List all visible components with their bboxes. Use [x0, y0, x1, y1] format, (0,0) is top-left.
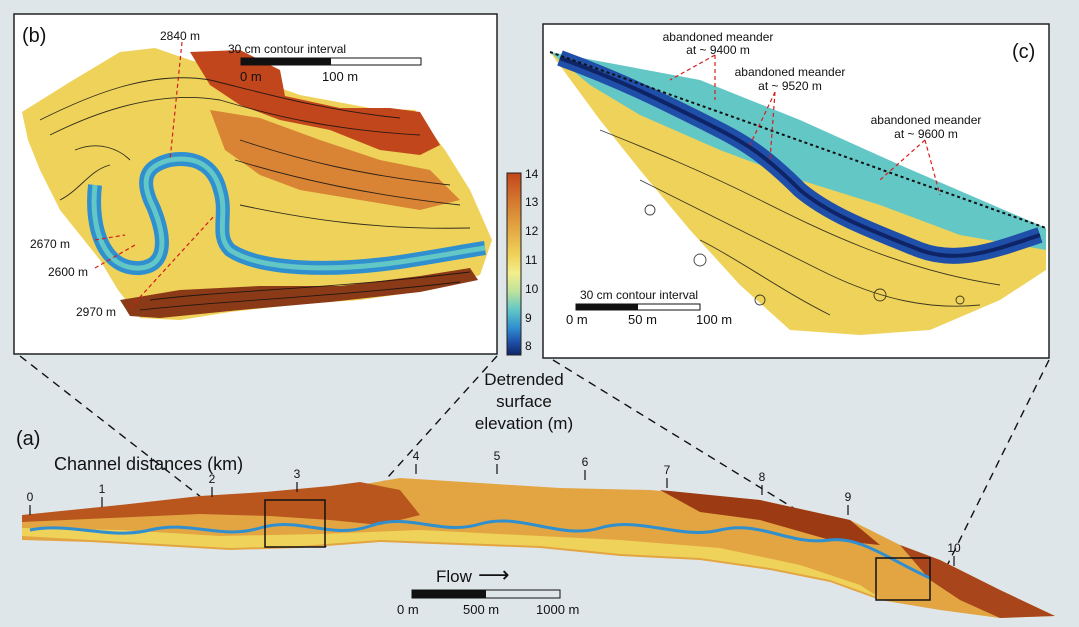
colorbar-tick: 10 [525, 282, 539, 296]
colorbar-tick: 8 [525, 339, 532, 353]
colorbar-tick: 14 [525, 167, 539, 181]
colorbar-title: surface [496, 392, 552, 411]
panel-b-scale-start: 0 m [240, 69, 262, 84]
colorbar-title: elevation (m) [475, 414, 573, 433]
panel-b-scale-end: 100 m [322, 69, 358, 84]
panel-c-contour-interval: 30 cm contour interval [580, 288, 698, 302]
inset-box-b [264, 499, 326, 548]
panel-b-label: (b) [22, 25, 46, 47]
colorbar: 14 13 12 11 10 9 8 Detrended surface ele… [475, 167, 573, 433]
km-tick-label: 0 [27, 490, 34, 504]
km-tick-label: 7 [664, 463, 671, 477]
inset-box-c [875, 557, 931, 601]
channel-distances-title: Channel distances (km) [54, 454, 243, 474]
km-tick-label: 9 [845, 490, 852, 504]
panel-c-annotation: at ~ 9400 m [686, 43, 750, 57]
panel-b: (b) 30 cm contour interval 0 m 100 m 284… [13, 13, 498, 355]
panel-c-scale-end: 100 m [696, 312, 732, 327]
km-tick-label: 8 [759, 470, 766, 484]
panel-c-annotation: at ~ 9520 m [758, 79, 822, 93]
panel-b-annotation: 2600 m [48, 265, 88, 279]
km-tick-label: 2 [209, 472, 216, 486]
km-tick-label: 3 [294, 467, 301, 481]
colorbar-tick: 13 [525, 195, 539, 209]
colorbar-tick: 12 [525, 224, 539, 238]
colorbar-tick: 9 [525, 311, 532, 325]
panel-b-annotation: 2970 m [76, 305, 116, 319]
panel-b-contour-interval: 30 cm contour interval [228, 42, 346, 56]
flow-label: Flow [436, 567, 473, 586]
km-tick-label: 4 [413, 449, 420, 463]
panel-c-scale-start: 0 m [566, 312, 588, 327]
panel-b-annotation: 2840 m [160, 29, 200, 43]
colorbar-title: Detrended [484, 370, 563, 389]
km-tick-label: 6 [582, 455, 589, 469]
panel-c-label: (c) [1012, 41, 1035, 63]
panel-a-scale-end: 1000 m [536, 602, 579, 617]
flow-arrow-icon: ⟶ [478, 563, 510, 588]
km-tick-label: 1 [99, 482, 106, 496]
panel-c-annotation: abandoned meander [871, 113, 982, 127]
km-ticks [29, 464, 955, 566]
panel-a: (a) Channel distances (km) 0 1 2 3 4 5 6… [16, 428, 1055, 618]
km-tick-label: 5 [494, 449, 501, 463]
panel-b-annotation: 2670 m [30, 237, 70, 251]
panel-a-scale-mid: 500 m [463, 602, 499, 617]
panel-c-annotation: abandoned meander [663, 30, 774, 44]
colorbar-tick: 11 [525, 253, 538, 267]
panel-a-river [29, 519, 931, 580]
panel-c: (c) 30 cm contour interval 0 m 50 m 100 … [542, 23, 1050, 359]
panel-a-label: (a) [16, 428, 40, 450]
panel-c-annotation: abandoned meander [735, 65, 846, 79]
panel-a-scale-start: 0 m [397, 602, 419, 617]
panel-c-annotation: at ~ 9600 m [894, 127, 958, 141]
panel-c-scale-mid: 50 m [628, 312, 657, 327]
km-tick-label: 10 [947, 541, 961, 555]
